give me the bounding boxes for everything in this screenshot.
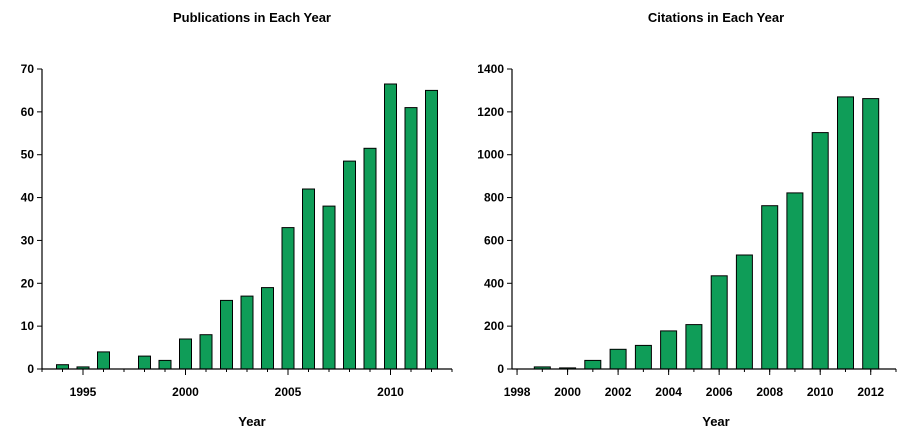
y-tick-label: 0	[27, 362, 34, 376]
x-tick-label: 1998	[504, 385, 531, 399]
bar-2006	[710, 275, 728, 370]
bar-2010	[811, 132, 829, 370]
bar-2007	[322, 205, 336, 370]
bar-2007	[735, 254, 753, 370]
bar-2012	[862, 98, 880, 370]
bar-2003	[240, 295, 254, 370]
bar-2010	[384, 83, 397, 370]
y-tick-label: 30	[21, 233, 35, 247]
y-tick-label: 1000	[477, 148, 504, 162]
x-tick-label: 2010	[807, 385, 834, 399]
bar-1999	[158, 359, 172, 370]
x-tick-label: 2012	[857, 385, 884, 399]
x-tick-label: 1995	[70, 385, 97, 399]
bar-2008	[761, 205, 779, 370]
y-tick-label: 1400	[477, 62, 504, 76]
y-tick-label: 70	[21, 62, 35, 76]
y-tick-label: 40	[21, 191, 35, 205]
x-tick-label: 2000	[554, 385, 581, 399]
x-axis-label-publications: Year	[238, 414, 265, 429]
bar-1998	[138, 355, 151, 370]
bar-2002	[609, 348, 627, 370]
bar-2001	[199, 334, 213, 370]
bar-2006	[302, 188, 315, 370]
bar-2002	[220, 299, 233, 370]
x-tick-label: 2010	[377, 385, 404, 399]
bar-2008	[343, 160, 356, 370]
y-tick-label: 60	[21, 105, 35, 119]
bar-2001	[584, 359, 602, 370]
x-tick-label: 2006	[706, 385, 733, 399]
y-tick-label: 0	[497, 362, 504, 376]
bar-2004	[660, 330, 678, 370]
y-tick-label: 800	[484, 191, 504, 205]
bar-1994	[56, 364, 69, 370]
x-axis-label-citations: Year	[702, 414, 729, 429]
bar-2009	[786, 192, 804, 370]
bar-2005	[281, 227, 295, 370]
chart-title-publications: Publications in Each Year	[173, 10, 331, 25]
bar-2011	[837, 96, 854, 370]
x-tick-label: 2004	[655, 385, 682, 399]
publications-chart: 0 10 20 30 40 50 60 70 1995 2000 2005 2010	[21, 62, 453, 399]
bar-2004	[261, 287, 274, 370]
chart-title-citations: Citations in Each Year	[648, 10, 784, 25]
x-tick-label: 2008	[756, 385, 783, 399]
bar-2005	[685, 324, 703, 370]
bar-2003	[634, 344, 652, 370]
x-tick-label: 2002	[605, 385, 632, 399]
citations-chart: 0 200 400 600 800 1000 1200 1400 1998 2000 2002 200…	[477, 62, 897, 399]
bar-2011	[404, 107, 418, 370]
y-tick-label: 200	[484, 319, 504, 333]
bar-1996	[97, 351, 110, 370]
x-tick-label: 2005	[275, 385, 302, 399]
bar-2012	[425, 89, 438, 370]
y-tick-label: 1200	[477, 105, 504, 119]
y-tick-label: 50	[21, 148, 35, 162]
bar-2009	[363, 147, 377, 370]
y-tick-label: 600	[484, 233, 504, 247]
y-tick-label: 400	[484, 276, 504, 290]
y-tick-label: 10	[21, 319, 35, 333]
bar-2000	[179, 338, 192, 370]
x-tick-label: 2000	[172, 385, 199, 399]
y-tick-label: 20	[21, 276, 35, 290]
